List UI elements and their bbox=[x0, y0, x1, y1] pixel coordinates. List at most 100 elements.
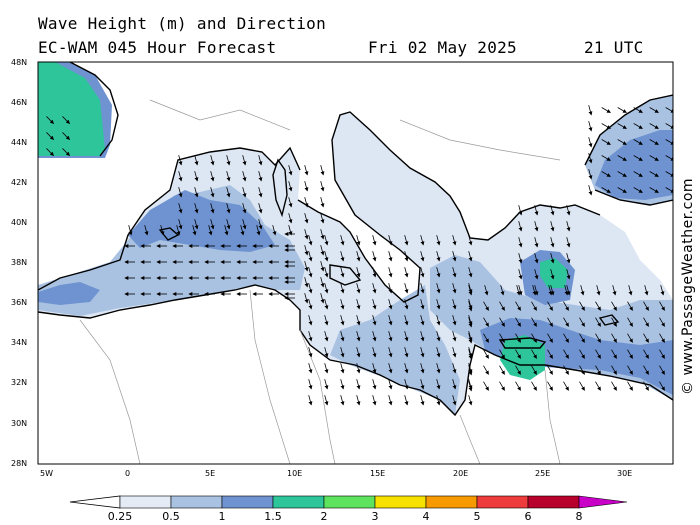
wave-arrow bbox=[515, 301, 521, 311]
wave-arrow bbox=[649, 139, 659, 145]
wave-arrow bbox=[388, 299, 393, 310]
colorbar-low-arrow bbox=[69, 495, 121, 509]
wave-arrow bbox=[649, 171, 659, 177]
wave-arrow bbox=[258, 219, 263, 230]
colorbar-cell bbox=[221, 495, 274, 509]
wave-arrow bbox=[258, 155, 263, 166]
wave-height-colorbar: 0.25 0.5 1 1.5 2 3 4 5 6 8 bbox=[69, 495, 628, 523]
sicily bbox=[329, 264, 362, 286]
wave-arrow bbox=[308, 267, 313, 278]
wave-arrow bbox=[194, 187, 199, 198]
wave-arrow bbox=[324, 331, 329, 342]
colorbar-cell bbox=[323, 495, 376, 509]
lon-label: 0 bbox=[125, 469, 130, 478]
wave-arrow bbox=[404, 347, 409, 358]
wave-arrow bbox=[643, 301, 649, 311]
wave-arrow bbox=[534, 269, 539, 280]
wave-arrow bbox=[288, 225, 293, 236]
wave-arrow bbox=[534, 237, 539, 248]
wave-arrow bbox=[436, 347, 441, 358]
wave-arrow bbox=[224, 225, 229, 236]
wave-arrow bbox=[588, 137, 593, 148]
wave-arrow bbox=[659, 301, 665, 311]
wave-arrow bbox=[579, 365, 585, 375]
wave-arrow bbox=[550, 221, 555, 232]
wave-arrow bbox=[627, 381, 633, 391]
wave-arrow bbox=[308, 379, 313, 390]
wave-arrow bbox=[595, 317, 601, 327]
lat-label: 44N bbox=[11, 138, 27, 147]
wave-arrow bbox=[633, 107, 643, 113]
sea-region-green-lion bbox=[38, 62, 105, 156]
wave-arrow bbox=[388, 347, 393, 358]
wave-arrow bbox=[579, 301, 585, 311]
wave-arrow bbox=[500, 285, 505, 296]
wave-arrow bbox=[452, 235, 457, 246]
wave-arrow bbox=[483, 301, 489, 311]
wave-arrow bbox=[372, 299, 377, 310]
wave-arrow bbox=[595, 301, 601, 311]
lat-label: 40N bbox=[11, 218, 27, 227]
wave-arrow bbox=[308, 283, 313, 294]
wave-arrow bbox=[515, 349, 521, 359]
wave-arrow bbox=[356, 395, 361, 406]
lat-label: 34N bbox=[11, 338, 27, 347]
colorbar-cell bbox=[272, 495, 325, 509]
wave-arrow bbox=[388, 379, 393, 390]
wave-arrow bbox=[160, 225, 165, 236]
wave-arrow bbox=[356, 267, 361, 278]
wave-arrow bbox=[611, 365, 617, 375]
wave-arrow bbox=[588, 169, 593, 180]
wave-arrow bbox=[550, 269, 555, 280]
wave-arrow bbox=[452, 331, 457, 342]
wave-arrow bbox=[420, 315, 425, 326]
wave-arrow bbox=[420, 379, 425, 390]
forecast-date: Fri 02 May 2025 bbox=[368, 38, 517, 57]
wave-arrow bbox=[176, 225, 181, 236]
wave-arrow bbox=[46, 148, 55, 157]
colorbar-label: 3 bbox=[372, 510, 379, 523]
wave-arrow bbox=[660, 285, 665, 296]
wave-arrow bbox=[468, 301, 473, 312]
wave-arrow bbox=[372, 315, 377, 326]
wave-arrow bbox=[436, 251, 441, 262]
coastlines bbox=[38, 62, 673, 417]
wave-arrow bbox=[420, 347, 425, 358]
wave-arrow bbox=[388, 315, 393, 326]
wave-arrow bbox=[324, 299, 329, 310]
forecast-time: 21 UTC bbox=[584, 38, 644, 57]
wave-arrow bbox=[420, 363, 425, 374]
wave-arrow bbox=[452, 395, 457, 406]
wave-arrow bbox=[531, 301, 537, 311]
wave-arrow bbox=[340, 267, 345, 278]
credit-text: © www.PassageWeather.com bbox=[680, 178, 696, 395]
sea-region-dark-blacksea bbox=[595, 130, 673, 200]
wave-arrow bbox=[404, 283, 409, 294]
cyprus bbox=[598, 314, 620, 326]
wave-arrow bbox=[144, 225, 149, 236]
wave-arrow bbox=[242, 171, 247, 182]
wave-arrow bbox=[499, 365, 505, 375]
colorbar-label: 0.5 bbox=[162, 510, 180, 523]
wave-arrow bbox=[588, 105, 593, 116]
wave-arrow bbox=[518, 205, 523, 216]
wave-arrow bbox=[499, 349, 505, 359]
wave-arrow bbox=[288, 197, 293, 208]
longitude-labels: 5W 0 5E 10E 15E 20E 25E 30E bbox=[40, 469, 632, 478]
wave-direction-arrows bbox=[46, 105, 673, 406]
wave-arrow bbox=[356, 299, 361, 310]
colorbar-label: 5 bbox=[474, 510, 481, 523]
lon-label: 30E bbox=[617, 469, 632, 478]
wave-arrow bbox=[320, 197, 325, 208]
wave-arrow bbox=[595, 365, 601, 375]
wave-arrow bbox=[566, 285, 571, 296]
wave-arrow bbox=[580, 285, 585, 296]
latitude-labels: 48N 46N 44N 42N 40N 38N 36N 34N 32N 30N … bbox=[11, 58, 27, 468]
wave-arrow bbox=[468, 381, 473, 392]
wave-arrow bbox=[324, 363, 329, 374]
wave-arrow bbox=[62, 148, 71, 157]
wave-arrow bbox=[468, 267, 473, 278]
wave-arrow bbox=[617, 107, 627, 113]
wave-arrow bbox=[324, 283, 329, 294]
wave-arrow bbox=[372, 347, 377, 358]
